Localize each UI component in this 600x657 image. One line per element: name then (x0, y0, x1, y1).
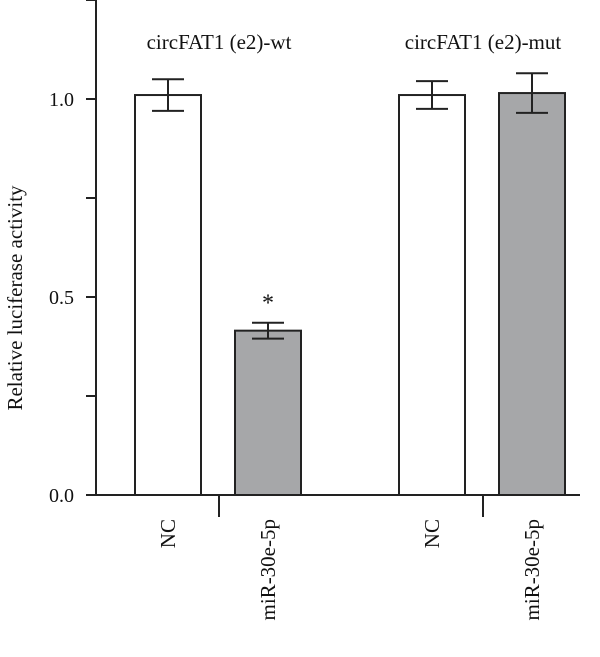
category-label: NC (420, 519, 444, 548)
labels: 0.0 0.5 1.0 circFAT1 (e2)-wt NC * miR-30e-5p ci… (49, 30, 561, 620)
group-label: circFAT1 (e2)-wt (147, 30, 292, 54)
bar (398, 94, 466, 496)
significance-marker: * (262, 291, 274, 317)
bar (234, 329, 302, 496)
y-axis-label: Relative luciferase activity (3, 185, 27, 411)
group-label: circFAT1 (e2)-mut (405, 30, 562, 54)
y-tick-label: 0.5 (49, 287, 74, 309)
bar (498, 92, 566, 496)
bars (134, 72, 566, 496)
category-label: miR-30e-5p (520, 519, 544, 620)
bar (134, 94, 202, 496)
category-label: miR-30e-5p (256, 519, 280, 620)
y-tick-label: 1.0 (49, 89, 74, 111)
category-label: NC (156, 519, 180, 548)
y-tick-label: 0.0 (49, 485, 74, 507)
